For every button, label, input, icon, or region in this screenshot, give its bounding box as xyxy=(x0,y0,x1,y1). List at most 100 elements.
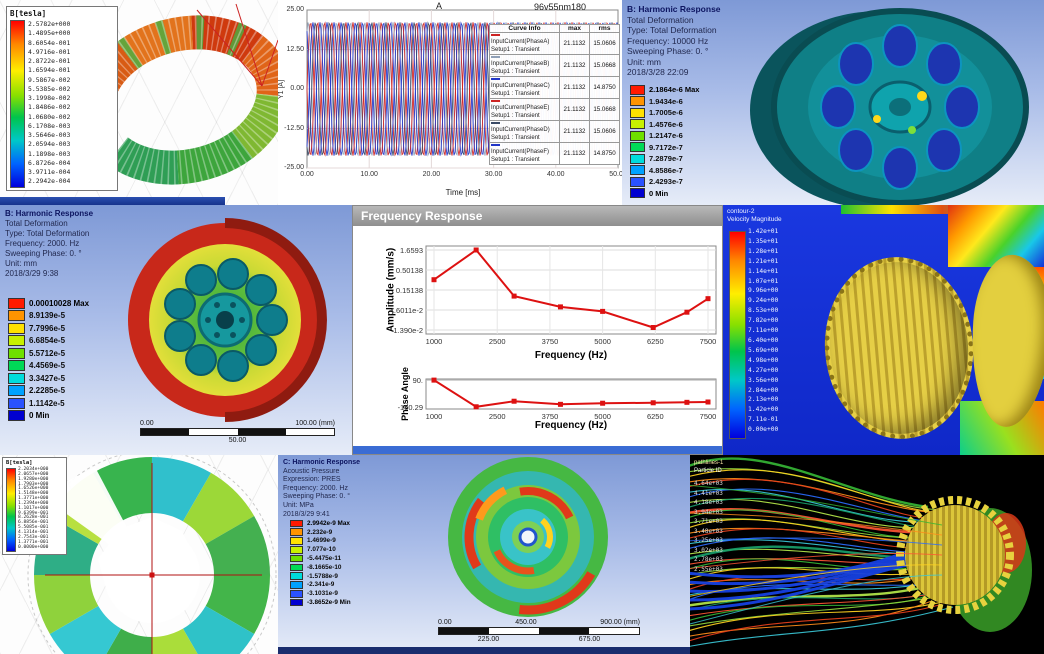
legend-value: 1.1142e-5 xyxy=(29,398,65,408)
y-tick-label: -12.50 xyxy=(284,124,304,132)
legend-swatch xyxy=(630,96,645,107)
curve-table-row: InputCurrent(PhaseE) Setup1 : Transient 21… xyxy=(489,98,620,121)
pathlines-legend-values: 4.64e+03 4.41e+03 4.18e+03 3.94e+03 3.71e+03… xyxy=(694,479,723,574)
header-line: 2018/3/29 9:38 xyxy=(5,269,59,278)
legend-swatch xyxy=(8,347,25,359)
legend-value: 8.6054e-001 xyxy=(28,38,71,47)
ruler-max: 900.00 (mm) xyxy=(600,619,640,626)
col-curve-info: Curve Info xyxy=(489,24,560,33)
legend-swatch xyxy=(630,165,645,176)
legend-swatch xyxy=(290,572,303,580)
amplitude-x-tick: 5000 xyxy=(594,337,611,346)
curve-label: InputCurrent(PhaseD) Setup1 : Transient xyxy=(491,127,550,141)
legend-value: 7.077e-10 xyxy=(307,546,336,554)
curve-cell: InputCurrent(PhaseC) Setup1 : Transient xyxy=(489,76,560,99)
legend-body: 2.2034e+000 2.0657e+000 1.9280e+000 1.7903e… xyxy=(6,467,63,552)
legend-row: 2.232e-9 xyxy=(290,528,351,537)
legend-value: 8.53e+00 xyxy=(748,307,779,315)
legend-value: 0.00e+00 xyxy=(748,426,779,434)
legend-row: 0 Min xyxy=(8,410,89,423)
legend-row: 1.4576e-6 xyxy=(630,119,699,131)
amplitude-x-label: Frequency (Hz) xyxy=(534,350,608,361)
legend-header-line: pathlines-1 xyxy=(694,460,724,466)
legend-value: 1.7903e+000 xyxy=(18,481,49,487)
legend-value: 7.11e-01 xyxy=(748,416,779,424)
streamline xyxy=(690,606,954,647)
result-header: B: Harmonic Response Total Deformation Typ… xyxy=(627,4,721,78)
plot-title: 96v55nm180 xyxy=(534,2,587,12)
gear-teeth xyxy=(896,496,1014,614)
curve-cell: InputCurrent(PhaseA) Setup1 : Transient xyxy=(489,32,560,55)
contour-patch xyxy=(948,205,1044,267)
legend-row: -8.1665e-10 xyxy=(290,563,351,572)
legend-value: 4.98e+00 xyxy=(748,356,779,364)
ruler-q1: 225.00 xyxy=(477,636,500,643)
legend-value: 2.8722e-001 xyxy=(28,57,71,65)
legend-value: 5.69e+00 xyxy=(748,346,779,354)
legend-value: 1.4895e+000 xyxy=(28,29,71,38)
legend-swatch xyxy=(290,554,303,563)
amplitude-y-tick: 1.390e-2 xyxy=(393,326,423,335)
legend-row: 0.00010028 Max xyxy=(8,297,89,310)
streamlines-render xyxy=(690,457,1032,647)
amplitude-x-tick: 1000 xyxy=(425,337,443,346)
ruler-labels-bottom: 225.00 675.00 xyxy=(438,636,640,643)
curve-color-swatch xyxy=(491,100,500,103)
header-line: 2018/3/29 9:41 xyxy=(283,510,330,518)
header-line: Frequency: 10000 Hz xyxy=(627,35,709,46)
legend-row: 1.4699e-9 xyxy=(290,537,351,546)
ruler-mid: 50.00 xyxy=(228,437,247,444)
panel-current-plot: A 96v55nm180 Y1 [A] Time [ms] Curve Info… xyxy=(278,0,622,205)
ruler-min: 0.00 xyxy=(140,420,154,427)
legend-value: 1.42e+00 xyxy=(748,406,779,414)
ruler-labels: 0.00 100.00 (mm) xyxy=(140,420,335,427)
cfd-legend-header: contour-2 Velocity Magnitude xyxy=(727,208,782,224)
legend-row: 4.4569e-5 xyxy=(8,360,89,373)
phase-y-tick: 90. xyxy=(412,376,423,386)
legend-body: 2.5782e+000 1.4895e+000 8.6054e-001 4.9716e… xyxy=(10,20,114,188)
max-cell: 21.1132 xyxy=(559,120,590,143)
curve-color-swatch xyxy=(491,144,500,147)
legend-value: 7.82e+00 xyxy=(748,317,779,325)
header-line: Unit: mm xyxy=(5,259,37,268)
streamline xyxy=(690,558,933,570)
legend-value: -1.5788e-9 xyxy=(307,572,338,580)
legend-value: 7.7996e-5 xyxy=(29,323,66,333)
legend-value: 0.00010028 Max xyxy=(29,298,90,308)
curve-cell: InputCurrent(PhaseB) Setup1 : Transient xyxy=(489,54,560,77)
legend-value: 1.8486e-002 xyxy=(28,103,71,112)
plot-corner-label: A xyxy=(436,1,443,11)
legend-value: 2.5782e+000 xyxy=(28,20,71,28)
legend-swatch xyxy=(8,385,25,397)
panel-frequency-response: Frequency Response Amplitude (mm/s) Freq… xyxy=(352,205,723,455)
legend-value: 1.4699e-9 xyxy=(307,537,336,545)
contour-patch xyxy=(841,205,993,214)
legend-value: 3.25e+03 xyxy=(694,537,723,544)
phase-x-tick: 6250 xyxy=(646,412,664,421)
curve-cell: InputCurrent(PhaseF) Setup1 : Transient xyxy=(489,142,560,165)
legend-swatch xyxy=(630,142,645,153)
streamline xyxy=(690,478,937,519)
header-line: Acoustic Pressure xyxy=(283,467,340,475)
phase-x-label: Frequency (Hz) xyxy=(534,420,608,431)
streamline xyxy=(690,603,943,642)
ruler-q3: 675.00 xyxy=(578,636,601,643)
streamline-bundle xyxy=(690,549,919,586)
header-line: B: Harmonic Response xyxy=(5,209,94,218)
legend-header-line: contour-2 xyxy=(727,208,755,215)
legend-value: 9.96e+00 xyxy=(748,287,779,295)
ruler-min: 0.00 xyxy=(438,619,452,626)
legend-value: 2.13e+00 xyxy=(748,396,779,404)
result-header: C: Harmonic Response Acoustic Pressure Exp… xyxy=(283,459,360,519)
legend-value: 3.5646e-003 xyxy=(28,131,71,139)
legend-value: 8.2628e-001 xyxy=(18,515,49,521)
curve-label: InputCurrent(PhaseE) Setup1 : Transient xyxy=(491,105,550,119)
legend-row: 8.9139e-5 xyxy=(8,310,89,323)
flywheel-render xyxy=(750,8,1029,205)
panel-acoustic-pressure: C: Harmonic Response Acoustic Pressure Exp… xyxy=(278,455,690,654)
amplitude-x-tick: 2500 xyxy=(488,337,506,346)
legend-row: 2.2285e-5 xyxy=(8,385,89,398)
legend-row: 1.1142e-5 xyxy=(8,397,89,410)
legend-value: 2.1864e-6 Max xyxy=(649,85,700,95)
x-tick-label: 20.00 xyxy=(422,171,441,178)
